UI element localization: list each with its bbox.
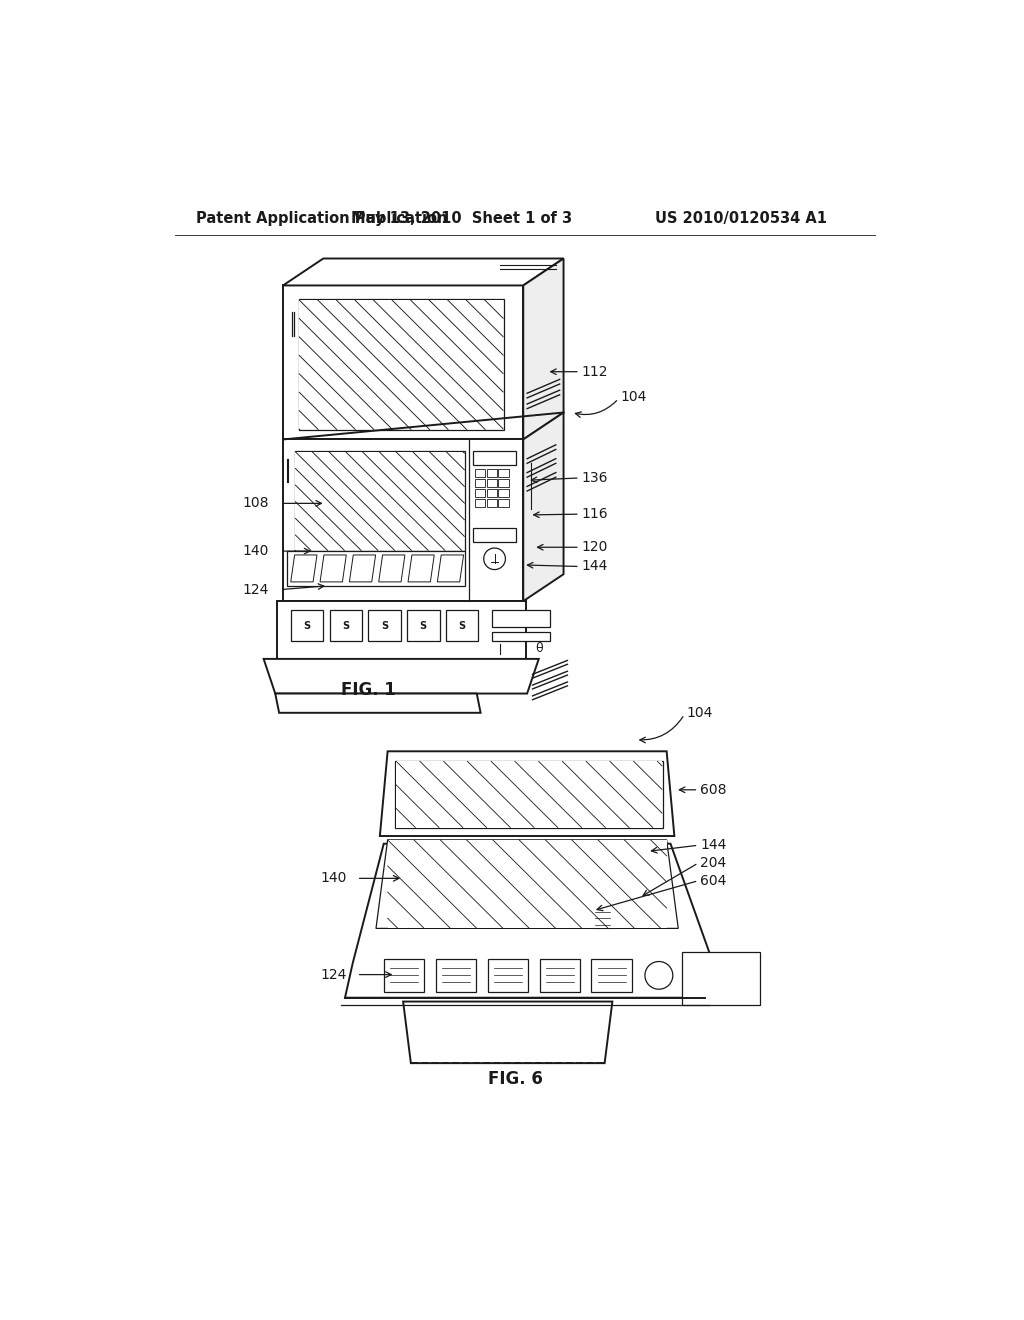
Bar (493, 632, 550, 642)
Bar (475, 479, 485, 487)
Bar (569, 842, 595, 858)
Text: US 2010/0120534 A1: US 2010/0120534 A1 (655, 211, 827, 226)
Polygon shape (283, 259, 563, 285)
Bar (486, 488, 497, 498)
Polygon shape (380, 751, 675, 836)
Text: S: S (342, 620, 349, 631)
Bar (287, 552, 465, 586)
Bar (475, 488, 485, 498)
Text: 124: 124 (243, 582, 269, 597)
Bar (486, 479, 497, 487)
Text: S: S (420, 620, 427, 631)
Bar (396, 762, 662, 828)
Bar (593, 906, 612, 928)
Polygon shape (349, 554, 376, 582)
Text: 140: 140 (321, 871, 346, 886)
Text: 108: 108 (243, 496, 269, 511)
Bar (493, 610, 550, 627)
Bar (499, 479, 509, 487)
Bar (499, 488, 509, 498)
Bar (388, 840, 667, 928)
Polygon shape (379, 554, 404, 582)
Bar (487, 960, 528, 991)
Bar (421, 842, 445, 858)
Bar (299, 300, 503, 429)
Polygon shape (437, 554, 464, 582)
Polygon shape (523, 412, 563, 601)
Text: 120: 120 (582, 540, 608, 554)
Bar (499, 469, 509, 478)
Bar (540, 960, 580, 991)
Text: 140: 140 (243, 544, 269, 558)
Bar (682, 952, 760, 1006)
Bar (276, 601, 526, 659)
Polygon shape (263, 659, 539, 693)
Text: May 13, 2010  Sheet 1 of 3: May 13, 2010 Sheet 1 of 3 (350, 211, 571, 226)
Bar (629, 842, 653, 858)
Text: 136: 136 (582, 471, 608, 484)
Bar (407, 610, 439, 642)
Text: 604: 604 (700, 874, 726, 887)
Bar (391, 842, 417, 858)
Bar (473, 451, 515, 465)
Polygon shape (291, 554, 317, 582)
Text: Patent Application Publication: Patent Application Publication (197, 211, 447, 226)
Text: 144: 144 (582, 560, 608, 573)
Polygon shape (376, 840, 678, 928)
Polygon shape (345, 843, 713, 998)
Text: 116: 116 (582, 507, 608, 521)
Bar (369, 610, 400, 642)
Bar (295, 451, 464, 550)
Bar (562, 909, 589, 927)
Text: 124: 124 (321, 968, 346, 982)
Bar (384, 960, 424, 991)
Bar (499, 499, 509, 507)
Bar (599, 842, 624, 858)
Polygon shape (321, 554, 346, 582)
Text: 104: 104 (621, 391, 646, 404)
Text: 608: 608 (700, 783, 726, 797)
Bar (295, 451, 465, 552)
Bar (486, 499, 497, 507)
Bar (283, 285, 523, 440)
Text: S: S (381, 620, 388, 631)
Polygon shape (275, 693, 480, 713)
Bar (283, 440, 523, 601)
Text: 204: 204 (700, 855, 726, 870)
Bar (395, 760, 663, 829)
Bar (451, 842, 475, 858)
Polygon shape (403, 1002, 612, 1063)
Bar (445, 610, 478, 642)
Bar (475, 499, 485, 507)
Text: θ: θ (536, 643, 544, 656)
Bar (592, 960, 632, 991)
Bar (330, 610, 362, 642)
Bar (486, 469, 497, 478)
Text: S: S (303, 620, 310, 631)
Bar (475, 469, 485, 478)
Polygon shape (523, 259, 563, 440)
Polygon shape (408, 554, 434, 582)
Bar (299, 300, 504, 430)
Text: FIG. 1: FIG. 1 (341, 681, 395, 698)
Bar (473, 528, 515, 541)
Text: 144: 144 (700, 838, 726, 853)
Text: 104: 104 (686, 706, 713, 719)
Text: S: S (459, 620, 466, 631)
Bar (291, 610, 324, 642)
Text: 112: 112 (582, 364, 608, 379)
Bar (435, 960, 476, 991)
Bar (480, 842, 505, 858)
Text: FIG. 6: FIG. 6 (488, 1069, 543, 1088)
